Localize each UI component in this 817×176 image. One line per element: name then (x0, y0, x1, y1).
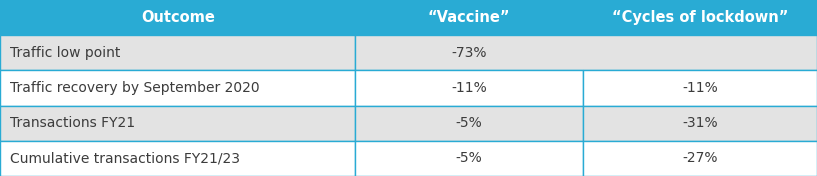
Text: -11%: -11% (451, 81, 487, 95)
Text: -11%: -11% (682, 81, 717, 95)
Text: “Vaccine”: “Vaccine” (428, 10, 510, 25)
Bar (0, 106, 355, 141)
Text: Traffic recovery by September 2020: Traffic recovery by September 2020 (10, 81, 260, 95)
Text: Traffic low point: Traffic low point (10, 46, 120, 60)
Text: -73%: -73% (451, 46, 487, 60)
Bar (355, 70, 583, 106)
Bar (0, 141, 355, 176)
Text: Outcome: Outcome (141, 10, 215, 25)
Bar (355, 0, 583, 35)
Text: -31%: -31% (682, 116, 717, 130)
Text: Transactions FY21: Transactions FY21 (10, 116, 135, 130)
Bar (0, 0, 355, 35)
Bar (583, 0, 817, 35)
Bar (355, 141, 583, 176)
Text: “Cycles of lockdown”: “Cycles of lockdown” (612, 10, 788, 25)
Bar (583, 106, 817, 141)
Bar (355, 35, 817, 70)
Bar (0, 70, 355, 106)
Text: -5%: -5% (456, 151, 482, 165)
Bar (583, 70, 817, 106)
Bar (0, 35, 355, 70)
Bar (583, 141, 817, 176)
Text: -5%: -5% (456, 116, 482, 130)
Bar (355, 106, 583, 141)
Text: -27%: -27% (682, 151, 717, 165)
Text: Cumulative transactions FY21/23: Cumulative transactions FY21/23 (10, 151, 240, 165)
